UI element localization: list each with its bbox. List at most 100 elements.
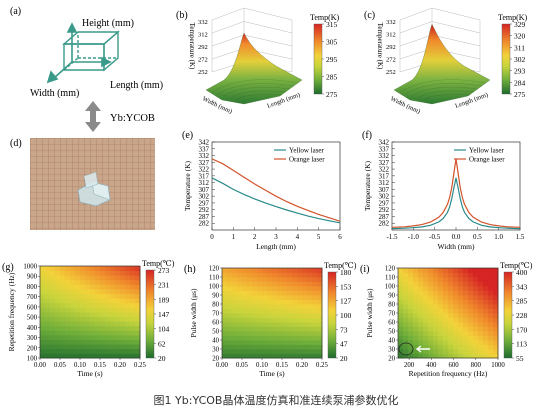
heatmap-cell bbox=[232, 272, 238, 278]
heatmap-cell bbox=[307, 317, 313, 323]
heatmap-cell bbox=[237, 295, 243, 300]
panel-h: (h) 20 30 40 50 60 70 80 90 100 110 120 0.00 0.05 0.10… bbox=[184, 261, 357, 378]
y-tick-label: 332 bbox=[199, 152, 210, 160]
y-tick-label: 307 bbox=[379, 186, 390, 194]
heatmap-cell bbox=[398, 290, 404, 296]
heatmap-cell bbox=[262, 277, 268, 282]
heatmap-cell bbox=[115, 298, 121, 304]
heatmap-cell bbox=[242, 299, 248, 305]
heatmap-cell bbox=[90, 275, 96, 281]
y-tick-label: 70 bbox=[212, 311, 219, 318]
heatmap-cell bbox=[433, 272, 439, 278]
y-tick-label: 40 bbox=[388, 338, 395, 345]
heatmap-cell bbox=[287, 290, 293, 296]
heatmap-cell bbox=[398, 322, 404, 327]
heatmap-cell bbox=[307, 281, 313, 287]
heatmap-cell bbox=[408, 313, 414, 318]
heatmap-cell bbox=[433, 313, 439, 318]
y-tick-label: 900 bbox=[27, 274, 38, 281]
heatmap-cell bbox=[262, 304, 268, 309]
heatmap-cell bbox=[80, 330, 86, 336]
heatmap-cell bbox=[110, 298, 116, 304]
heatmap-cell bbox=[443, 349, 449, 354]
heatmap-cell bbox=[115, 321, 121, 327]
heatmap-cell bbox=[242, 272, 248, 278]
heatmap-cell bbox=[433, 353, 439, 359]
colorbar-tick-label: 55 bbox=[516, 354, 524, 363]
heatmap-cell bbox=[408, 322, 414, 327]
heatmap-cell bbox=[272, 304, 278, 309]
heatmap-cell bbox=[478, 313, 484, 318]
heatmap-cell bbox=[105, 302, 111, 308]
heatmap-cell bbox=[135, 321, 141, 327]
heatmap-cell bbox=[55, 325, 61, 331]
heatmap-cell bbox=[473, 349, 479, 354]
heatmap-cell bbox=[232, 304, 238, 309]
heatmap-cell bbox=[272, 286, 278, 291]
heatmap-cell bbox=[85, 307, 91, 313]
heatmap-cell bbox=[302, 340, 308, 345]
heatmap-cell bbox=[418, 331, 424, 336]
heatmap-cell bbox=[282, 299, 288, 305]
heatmap-cell bbox=[90, 325, 96, 331]
heatmap-cell bbox=[85, 293, 91, 299]
heatmap-cell bbox=[227, 299, 233, 305]
heatmap-cell bbox=[403, 272, 409, 278]
heatmap-cell bbox=[438, 281, 444, 287]
heatmap-cell bbox=[60, 289, 66, 294]
heatmap-cell bbox=[80, 344, 86, 350]
heatmap-cell bbox=[90, 293, 96, 299]
heatmap-cell bbox=[443, 326, 449, 332]
heatmap-cell bbox=[267, 308, 273, 314]
heatmap-cell bbox=[257, 326, 263, 332]
heatmap-cell bbox=[242, 349, 248, 354]
heatmap-cell bbox=[448, 331, 454, 336]
heatmap-cell bbox=[50, 289, 56, 294]
x-tick-label: 0.10 bbox=[256, 362, 268, 369]
heatmap-cell bbox=[473, 304, 479, 309]
heatmap-cell bbox=[80, 316, 86, 322]
heatmap-cell bbox=[458, 286, 464, 291]
heatmap-cell bbox=[60, 302, 66, 308]
heatmap-cell bbox=[287, 344, 293, 350]
heatmap-cell bbox=[60, 275, 66, 281]
heatmap-cell bbox=[227, 353, 233, 359]
y-tick-label: 292 bbox=[379, 206, 390, 214]
heatmap-cell bbox=[60, 339, 66, 345]
heatmap-cell bbox=[483, 286, 489, 291]
colorbar-tick-label: 329 bbox=[514, 20, 526, 29]
heatmap-cell bbox=[453, 281, 459, 287]
heatmap-cell bbox=[443, 344, 449, 350]
heatmap-cell bbox=[277, 326, 283, 332]
heatmap-cell bbox=[75, 325, 81, 331]
heatmap-cell bbox=[222, 349, 228, 354]
heatmap-cell bbox=[40, 348, 46, 354]
heatmap-cell bbox=[463, 281, 469, 287]
heatmap-cell bbox=[453, 313, 459, 318]
heatmap-cell bbox=[120, 270, 126, 276]
x-tick-label: 0 bbox=[210, 233, 214, 241]
colorbar-title: Temp(℃) bbox=[500, 261, 533, 270]
heatmap-cell bbox=[292, 326, 298, 332]
heatmap-cell bbox=[448, 340, 454, 345]
y-tick-label: 342 bbox=[379, 139, 390, 147]
heatmap-cell bbox=[60, 307, 66, 313]
heatmap-cell bbox=[90, 339, 96, 345]
heatmap-cell bbox=[237, 349, 243, 354]
heatmap-cell bbox=[75, 316, 81, 322]
heatmap-cell bbox=[433, 277, 439, 282]
grid-line bbox=[243, 21, 293, 34]
heatmap-cell bbox=[277, 304, 283, 309]
heatmap-cell bbox=[312, 308, 318, 314]
heatmap-cell bbox=[468, 277, 474, 282]
heatmap-cell bbox=[483, 272, 489, 278]
heatmap-cell bbox=[282, 277, 288, 282]
heatmap-cell bbox=[453, 326, 459, 332]
heatmap-cell bbox=[120, 325, 126, 331]
heatmap-cell bbox=[488, 331, 494, 336]
heatmap-cell bbox=[413, 313, 419, 318]
z-axis-label: Temperature (K) bbox=[376, 23, 384, 70]
heatmap-cell bbox=[100, 266, 106, 271]
heatmap-cell bbox=[272, 331, 278, 336]
heatmap-cell bbox=[262, 353, 268, 359]
